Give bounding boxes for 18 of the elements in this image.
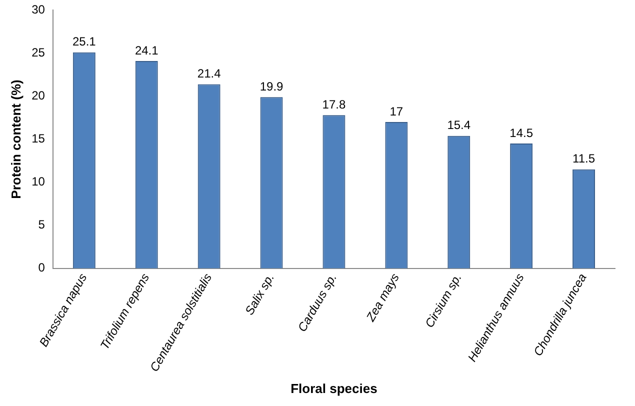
data-label: 25.1 xyxy=(72,34,96,49)
data-label: 14.5 xyxy=(510,126,534,140)
x-axis-title: Floral species xyxy=(290,380,378,396)
data-label: 24.1 xyxy=(134,43,159,58)
data-label: 17.8 xyxy=(322,97,346,112)
data-label: 19.9 xyxy=(260,79,284,94)
data-label: 15.4 xyxy=(447,118,471,132)
y-tick-label: 0 xyxy=(38,260,46,275)
y-tick-label: 20 xyxy=(32,88,46,103)
data-label: 11.5 xyxy=(572,152,596,166)
y-tick-label: 5 xyxy=(38,218,46,232)
data-label: 17 xyxy=(390,104,404,118)
y-axis-title: Protein content (%) xyxy=(8,80,24,199)
y-tick-label: 15 xyxy=(32,132,46,146)
y-tick-label: 25 xyxy=(32,46,46,60)
y-tick-label: 30 xyxy=(32,2,46,17)
data-label: 21.4 xyxy=(197,66,222,81)
y-tick-label: 10 xyxy=(32,174,46,189)
